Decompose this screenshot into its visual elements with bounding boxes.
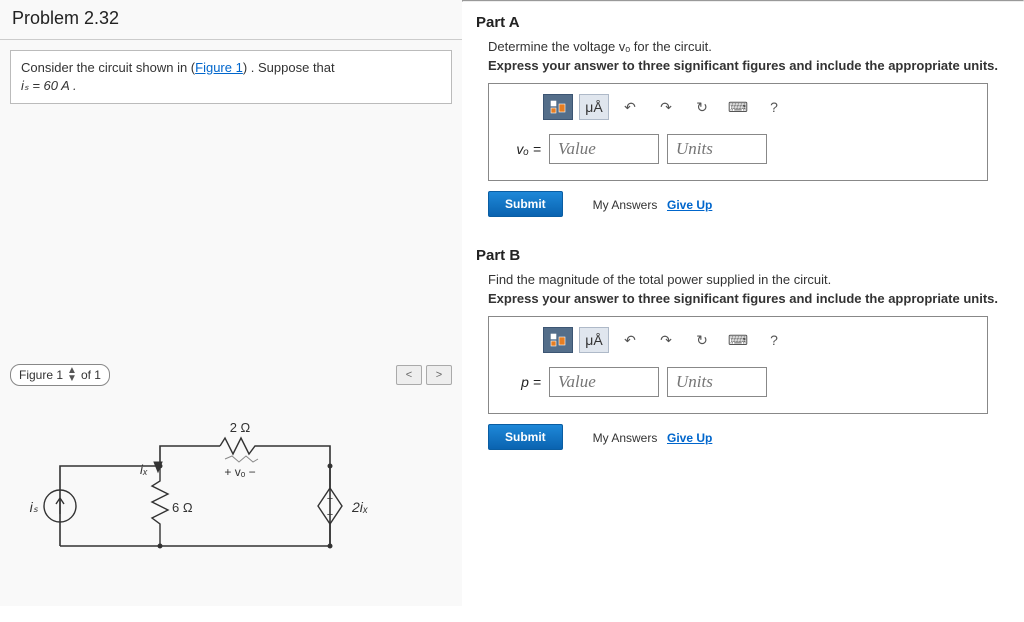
part-a-my-answers[interactable]: My Answers xyxy=(593,198,658,212)
undo-icon[interactable]: ↶ xyxy=(615,327,645,353)
figure-selector-label: Figure 1 xyxy=(19,368,63,382)
prompt-text-b: ) . Suppose that xyxy=(243,60,335,75)
part-b-units-input[interactable] xyxy=(667,367,767,397)
figure-prev-button[interactable]: < xyxy=(396,365,422,385)
prompt-text-a: Consider the circuit shown in ( xyxy=(21,60,195,75)
part-b-title: Part B xyxy=(462,235,1024,270)
dep-plus: + xyxy=(327,493,333,505)
part-a-units-input[interactable] xyxy=(667,134,767,164)
figure-link[interactable]: Figure 1 xyxy=(195,60,243,75)
part-b-toolbar: μÅ ↶ ↷ ↻ ⌨ ? xyxy=(543,327,977,353)
prompt-equation: iₛ = 60 A . xyxy=(21,78,77,93)
is-label: iₛ xyxy=(30,499,39,515)
ix-label: iₓ xyxy=(140,462,148,477)
part-a-answer-box: μÅ ↶ ↷ ↻ ⌨ ? vₒ = xyxy=(488,83,988,181)
part-a-toolbar: μÅ ↶ ↷ ↻ ⌨ ? xyxy=(543,94,977,120)
figure-selector-of: of 1 xyxy=(81,368,101,382)
part-a-value-input[interactable] xyxy=(549,134,659,164)
part-a-title: Part A xyxy=(462,2,1024,37)
part-a-var: vₒ = xyxy=(507,141,541,157)
circuit-diagram: iₛ 6 Ω iₓ 2 Ω + vₒ − + − 2iₓ xyxy=(40,416,412,596)
redo-icon[interactable]: ↷ xyxy=(651,94,681,120)
keyboard-icon[interactable]: ⌨ xyxy=(723,327,753,353)
units-icon[interactable]: μÅ xyxy=(579,327,609,353)
prompt-box: Consider the circuit shown in (Figure 1)… xyxy=(10,50,452,104)
r1-label: 2 Ω xyxy=(230,420,251,435)
template-icon[interactable] xyxy=(543,327,573,353)
vo-label: + vₒ − xyxy=(224,465,255,479)
keyboard-icon[interactable]: ⌨ xyxy=(723,94,753,120)
dep-minus: − xyxy=(327,509,333,521)
help-icon[interactable]: ? xyxy=(759,94,789,120)
reset-icon[interactable]: ↻ xyxy=(687,327,717,353)
dep-label: 2iₓ xyxy=(351,499,368,515)
template-icon[interactable] xyxy=(543,94,573,120)
part-b-submit-button[interactable]: Submit xyxy=(488,424,563,450)
help-icon[interactable]: ? xyxy=(759,327,789,353)
part-b-answer-box: μÅ ↶ ↷ ↻ ⌨ ? p = xyxy=(488,316,988,414)
part-b-value-input[interactable] xyxy=(549,367,659,397)
undo-icon[interactable]: ↶ xyxy=(615,94,645,120)
reset-icon[interactable]: ↻ xyxy=(687,94,717,120)
part-b-instruction: Find the magnitude of the total power su… xyxy=(488,272,998,287)
r2-label: 6 Ω xyxy=(172,500,193,515)
part-a-give-up[interactable]: Give Up xyxy=(667,198,712,212)
part-a-submit-button[interactable]: Submit xyxy=(488,191,563,217)
part-b-bold: Express your answer to three significant… xyxy=(488,291,998,306)
part-b-my-answers[interactable]: My Answers xyxy=(593,431,658,445)
figure-next-button[interactable]: > xyxy=(426,365,452,385)
stepper-icon[interactable]: ▲▼ xyxy=(67,367,77,383)
units-icon[interactable]: μÅ xyxy=(579,94,609,120)
part-a-instruction: Determine the voltage vₒ for the circuit… xyxy=(488,39,998,54)
part-a-bold: Express your answer to three significant… xyxy=(488,58,998,73)
figure-selector[interactable]: Figure 1 ▲▼ of 1 xyxy=(10,364,110,386)
part-b-give-up[interactable]: Give Up xyxy=(667,431,712,445)
redo-icon[interactable]: ↷ xyxy=(651,327,681,353)
part-b-var: p = xyxy=(507,374,541,390)
problem-title: Problem 2.32 xyxy=(0,0,462,40)
